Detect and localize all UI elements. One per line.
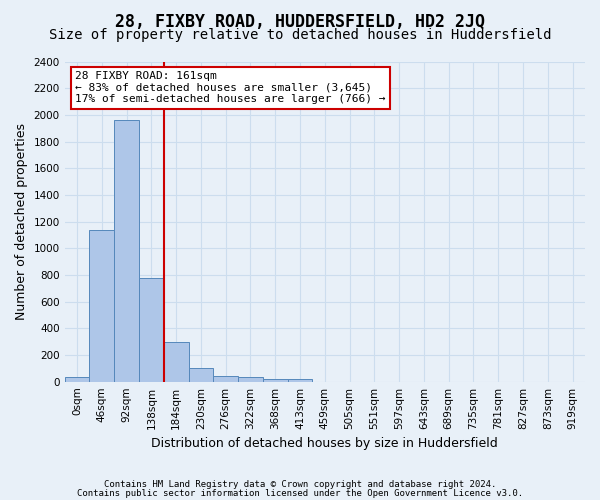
Bar (89, 230, 114, 382)
Bar (188, 368, 214, 382)
Y-axis label: Number of detached properties: Number of detached properties (15, 123, 28, 320)
Bar (214, 376, 238, 382)
X-axis label: Distribution of detached houses by size in Huddersfield: Distribution of detached houses by size … (151, 437, 498, 450)
Bar (164, 342, 188, 382)
Bar (114, 120, 139, 382)
Bar (287, 380, 313, 382)
Bar (65, 377, 89, 382)
Text: 28 FIXBY ROAD: 161sqm
← 83% of detached houses are smaller (3,645)
17% of semi-d: 28 FIXBY ROAD: 161sqm ← 83% of detached … (75, 71, 386, 104)
Text: 28, FIXBY ROAD, HUDDERSFIELD, HD2 2JQ: 28, FIXBY ROAD, HUDDERSFIELD, HD2 2JQ (115, 12, 485, 30)
Text: Contains public sector information licensed under the Open Government Licence v3: Contains public sector information licen… (77, 488, 523, 498)
Bar (238, 376, 263, 382)
Text: Contains HM Land Registry data © Crown copyright and database right 2024.: Contains HM Land Registry data © Crown c… (104, 480, 496, 489)
Text: Size of property relative to detached houses in Huddersfield: Size of property relative to detached ho… (49, 28, 551, 42)
Bar (139, 278, 164, 382)
Bar (263, 378, 287, 382)
